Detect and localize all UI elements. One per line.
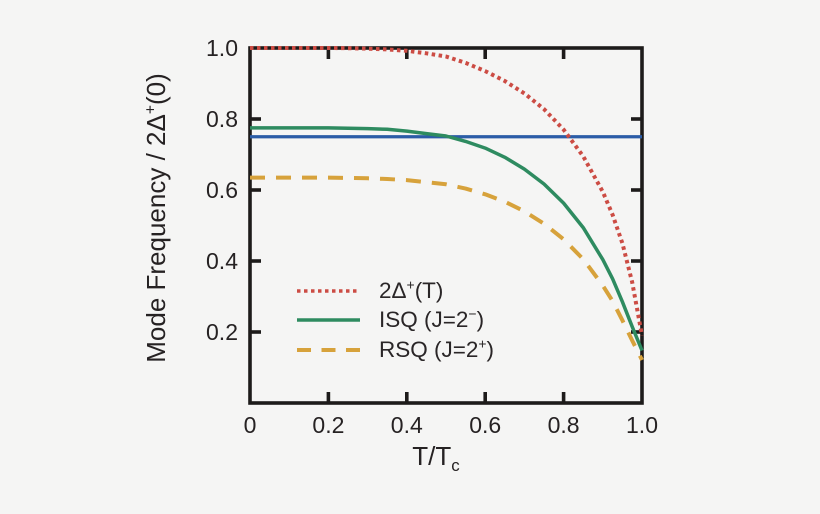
legend-item-gap: 2Δ+(T) bbox=[297, 276, 494, 306]
legend-label-isq: ISQ (J=2−) bbox=[379, 305, 485, 333]
x-axis-title: T/Tc bbox=[396, 441, 476, 476]
y-axis-title-text: Mode Frequency / 2Δ bbox=[141, 114, 171, 363]
x-tick-label: 1.0 bbox=[626, 412, 658, 438]
legend-item-isq: ISQ (J=2−) bbox=[297, 306, 494, 336]
curve-gap-2delta bbox=[250, 46, 644, 336]
x-tick-label: 0.8 bbox=[547, 412, 580, 438]
legend-label-rsq: RSQ (J=2+) bbox=[379, 335, 495, 362]
y-tick-label: 0.6 bbox=[206, 177, 238, 203]
y-axis-title: Mode Frequency / 2Δ+(0) bbox=[141, 48, 171, 388]
solid-line-swatch-icon bbox=[297, 318, 360, 322]
y-tick-label: 0.4 bbox=[206, 248, 238, 274]
y-tick-label: 0.2 bbox=[206, 319, 238, 345]
y-tick-label: 0.8 bbox=[206, 106, 238, 132]
curve-rsq bbox=[250, 175, 644, 361]
legend-label-gap: 2Δ+(T) bbox=[379, 276, 444, 303]
x-tick-label: 0.2 bbox=[312, 412, 345, 438]
x-axis-title-sub: c bbox=[451, 456, 460, 476]
y-axis-title-sup: + bbox=[142, 105, 160, 115]
y-tick-label: 1.0 bbox=[206, 35, 238, 61]
x-tick-label: 0.6 bbox=[469, 412, 502, 438]
y-axis-title-text2: (0) bbox=[141, 73, 171, 106]
axes-frame bbox=[248, 46, 644, 405]
legend: 2Δ+(T) ISQ (J=2−) RSQ (J=2+) bbox=[297, 276, 494, 365]
x-tick-label: 0 bbox=[243, 412, 257, 438]
curve-isq bbox=[250, 126, 644, 352]
dotted-line-swatch-icon bbox=[297, 289, 360, 293]
x-tick-label: 0.4 bbox=[390, 412, 423, 438]
x-axis-title-text: T/T bbox=[412, 441, 452, 471]
legend-item-rsq: RSQ (J=2+) bbox=[297, 335, 494, 365]
dashed-line-swatch-icon bbox=[297, 347, 360, 352]
